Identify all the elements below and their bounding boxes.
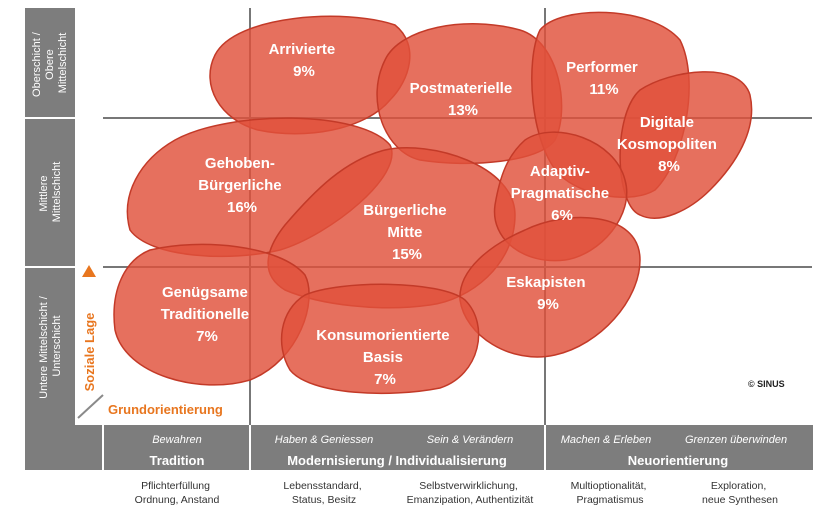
copyright-notice: © SINUS: [748, 379, 785, 389]
level-lower-label: Untere Mittelschicht / Unterschicht: [38, 293, 63, 399]
sub-orientation-label: Bewahren: [152, 434, 202, 446]
level-middle-label: Mittlere Mittelschicht: [38, 162, 63, 223]
axis-labels: Soziale Lage Grundorientierung: [77, 265, 223, 419]
category-tradition: Tradition: [150, 453, 205, 468]
description: Exploration, neue Synthesen: [702, 480, 778, 506]
milieu-label-genuegsame-traditionelle: Genügsame Traditionelle 7%: [161, 284, 254, 345]
milieu-label-performer: Performer 11%: [566, 59, 642, 98]
up-arrow-icon: [82, 265, 96, 277]
milieu-label-arrivierte: Arrivierte 9%: [269, 41, 340, 80]
milieu-label-postmaterielle: Postmaterielle 13%: [410, 80, 517, 119]
milieu-label-adaptiv-pragmatische: Adaptiv- Pragmatische 6%: [511, 163, 614, 224]
description: Pflichterfüllung Ordnung, Anstand: [135, 480, 220, 506]
description: Selbstverwirklichung, Emanzipation, Auth…: [407, 480, 534, 506]
sub-orientation-label: Grenzen überwinden: [685, 434, 787, 446]
band-corner: [25, 425, 103, 470]
y-axis-label: Soziale Lage: [82, 313, 97, 392]
orientation-descriptions: Pflichterfüllung Ordnung, Anstand Lebens…: [135, 480, 778, 506]
x-axis-label: Grundorientierung: [108, 402, 223, 417]
sub-orientation-label: Sein & Verändern: [427, 434, 513, 446]
orientation-categories: Bewahren Tradition Haben & Geniessen Sei…: [150, 434, 788, 468]
sub-orientation-label: Machen & Erleben: [561, 434, 652, 446]
milieu-label-konsumorientierte-basis: Konsumorientierte Basis 7%: [316, 327, 454, 388]
milieu-shapes: [113, 11, 753, 395]
sub-orientation-label: Haben & Geniessen: [275, 434, 373, 446]
milieu-shape-konsumorientierte-basis: [280, 283, 480, 395]
band-background: [25, 8, 75, 425]
band-bottom: [103, 425, 813, 470]
social-status-band: Oberschicht / Obere Mittelschicht Mittle…: [25, 8, 75, 425]
orientation-band: [25, 425, 813, 470]
milieu-label-gehoben-buergerliche: Gehoben- Bürgerliche 16%: [198, 155, 286, 216]
description: Multioptionalität, Pragmatismus: [571, 480, 650, 506]
diagonal-axis-line: [77, 394, 104, 419]
milieu-label-buergerliche-mitte: Bürgerliche Mitte 15%: [363, 202, 451, 263]
milieu-label-eskapisten: Eskapisten 9%: [506, 274, 589, 313]
milieu-shape-eskapisten: [459, 216, 641, 358]
category-neuorientierung: Neuorientierung: [628, 453, 728, 468]
level-upper-label: Oberschicht / Obere Mittelschicht: [31, 29, 69, 97]
milieu-label-digitale-kosmopoliten: Digitale Kosmopoliten 8%: [617, 114, 721, 175]
description: Lebensstandard, Status, Besitz: [283, 480, 364, 506]
milieu-shape-genuegsame-traditionelle: [113, 243, 310, 386]
category-modernisierung: Modernisierung / Individualisierung: [287, 453, 507, 468]
milieu-labels: Arrivierte 9% Postmaterielle 13% Perform…: [161, 41, 721, 388]
